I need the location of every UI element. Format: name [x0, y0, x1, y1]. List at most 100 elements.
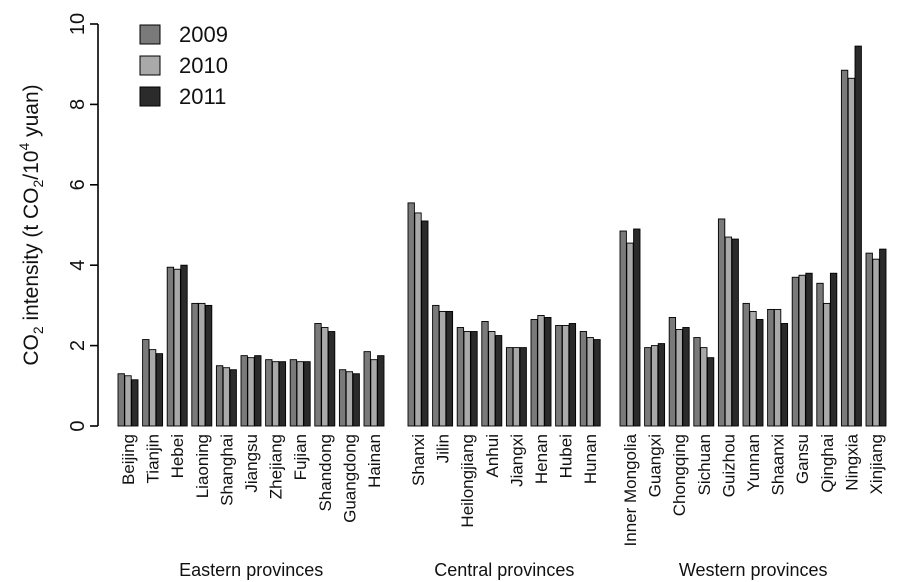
x-label-shanghai: Shanghai: [217, 434, 236, 506]
x-label-gansu: Gansu: [793, 434, 812, 484]
bar-chongqing-2009: [668, 317, 677, 427]
y-axis-title-part: 2: [30, 180, 46, 188]
bar-xinjiang-2011: [879, 248, 887, 427]
bar-qinghai-2010: [823, 302, 831, 427]
y-tick-label: 6: [67, 179, 89, 190]
x-label-xinjiang: Xinjiang: [867, 434, 886, 495]
bar-hubei-2011: [568, 323, 577, 427]
bar-shandong-2009: [314, 323, 322, 427]
bar-shaanxi-2010: [773, 308, 782, 427]
y-axis-title: CO2 intensity (t CO2/104 yuan): [16, 84, 46, 365]
bar-ningxia-2011: [854, 45, 862, 427]
bar-shaanxi-2011: [780, 323, 789, 427]
bar-yunnan-2010: [749, 310, 757, 427]
group-label-central-provinces: Central provinces: [434, 560, 574, 580]
bar-beijing-2009: [117, 373, 125, 427]
x-label-hebei: Hebei: [168, 434, 187, 478]
bar-shanghai-2009: [215, 365, 224, 427]
x-label-hainan: Hainan: [365, 434, 384, 488]
bar-jilin-2009: [432, 304, 440, 427]
bar-guangdong-2011: [352, 373, 360, 427]
bar-zhejiang-2009: [265, 359, 273, 427]
legend-label-2011: 2011: [179, 84, 226, 109]
legend: 2009 2010 2011: [139, 22, 228, 109]
bar-heilongjiang-2010: [463, 331, 471, 427]
bar-gansu-2009: [791, 276, 800, 427]
bar-hebei-2010: [173, 268, 181, 427]
bar-shanghai-2010: [222, 367, 231, 427]
y-axis-title-part: intensity (t CO: [20, 188, 43, 327]
y-axis-title-part: 2: [30, 326, 46, 334]
bar-liaoning-2011: [204, 304, 213, 427]
x-label-tianjin: Tianjin: [144, 434, 163, 483]
bar-ningxia-2009: [840, 69, 849, 427]
x-label-yunnan: Yunnan: [744, 434, 763, 492]
bar-henan-2009: [530, 319, 538, 427]
y-tick-label: 10: [67, 13, 89, 35]
x-label-anhui: Anhui: [483, 434, 502, 477]
bar-gansu-2010: [798, 274, 806, 427]
bar-chongqing-2010: [675, 329, 683, 427]
bar-tianjin-2010: [148, 349, 157, 427]
x-label-guangxi: Guangxi: [646, 434, 665, 497]
y-tick-label: 8: [67, 99, 89, 110]
bar-hunan-2011: [593, 339, 601, 427]
bar-jilin-2011: [445, 310, 454, 427]
legend-label-2010: 2010: [179, 53, 228, 78]
bar-jiangsu-2010: [247, 357, 255, 427]
bar-hunan-2009: [579, 331, 588, 427]
bar-shandong-2010: [321, 327, 329, 427]
bar-guizhou-2011: [731, 238, 739, 427]
bar-tianjin-2009: [142, 339, 150, 427]
bar-inner-mongolia-2011: [633, 228, 641, 427]
y-tick-label: 0: [67, 420, 89, 431]
x-label-zhejiang: Zhejiang: [267, 434, 286, 499]
x-label-henan: Henan: [532, 434, 551, 484]
bar-guangxi-2009: [644, 347, 652, 427]
x-label-guizhou: Guizhou: [719, 434, 738, 497]
bar-heilongjiang-2011: [470, 331, 478, 427]
x-label-heilongjiang: Heilongjiang: [458, 434, 477, 528]
bar-hubei-2009: [555, 325, 563, 427]
bar-yunnan-2011: [756, 319, 764, 427]
bar-shandong-2011: [327, 331, 336, 427]
x-label-qinghai: Qinghai: [818, 434, 837, 493]
bar-zhejiang-2011: [278, 361, 287, 427]
bar-hunan-2010: [586, 337, 594, 427]
bars-layer: [117, 45, 887, 427]
x-label-jiangxi: Jiangxi: [507, 434, 526, 487]
x-label-shanxi: Shanxi: [409, 434, 428, 486]
legend-label-2009: 2009: [179, 22, 228, 47]
bar-ningxia-2010: [847, 77, 856, 427]
y-axis-title-part: /10: [20, 151, 43, 180]
legend-swatch-2010: [139, 55, 161, 76]
bar-hebei-2009: [166, 266, 175, 427]
bar-liaoning-2009: [191, 302, 199, 427]
bar-fujian-2009: [289, 359, 298, 427]
bar-xinjiang-2010: [872, 258, 880, 427]
x-label-hubei: Hubei: [557, 434, 576, 478]
bar-guangdong-2010: [345, 371, 354, 427]
x-label-beijing: Beijing: [119, 434, 138, 485]
bar-guangxi-2011: [657, 343, 666, 427]
bar-henan-2011: [544, 317, 552, 427]
bar-guizhou-2009: [717, 218, 726, 427]
bar-shaanxi-2009: [767, 308, 775, 427]
bar-shanxi-2010: [414, 212, 422, 427]
bar-anhui-2010: [488, 331, 496, 427]
bar-inner-mongolia-2009: [619, 230, 627, 427]
bar-jiangxi-2011: [519, 347, 527, 427]
bar-inner-mongolia-2010: [626, 242, 634, 427]
bar-xinjiang-2009: [865, 252, 873, 427]
bar-jiangsu-2011: [254, 355, 262, 427]
x-label-jiangsu: Jiangsu: [242, 434, 261, 493]
y-axis-title-part: 4: [16, 143, 32, 151]
bar-jilin-2010: [438, 310, 447, 427]
bar-qinghai-2011: [829, 272, 838, 427]
bar-heilongjiang-2009: [456, 327, 465, 427]
x-tick-labels: Beijing Tianjin Hebei Liaoning Shanghai Jiang…: [119, 433, 886, 546]
x-label-jilin: Jilin: [434, 434, 453, 463]
x-label-liaoning: Liaoning: [193, 434, 212, 498]
x-label-shaanxi: Shaanxi: [769, 434, 788, 495]
